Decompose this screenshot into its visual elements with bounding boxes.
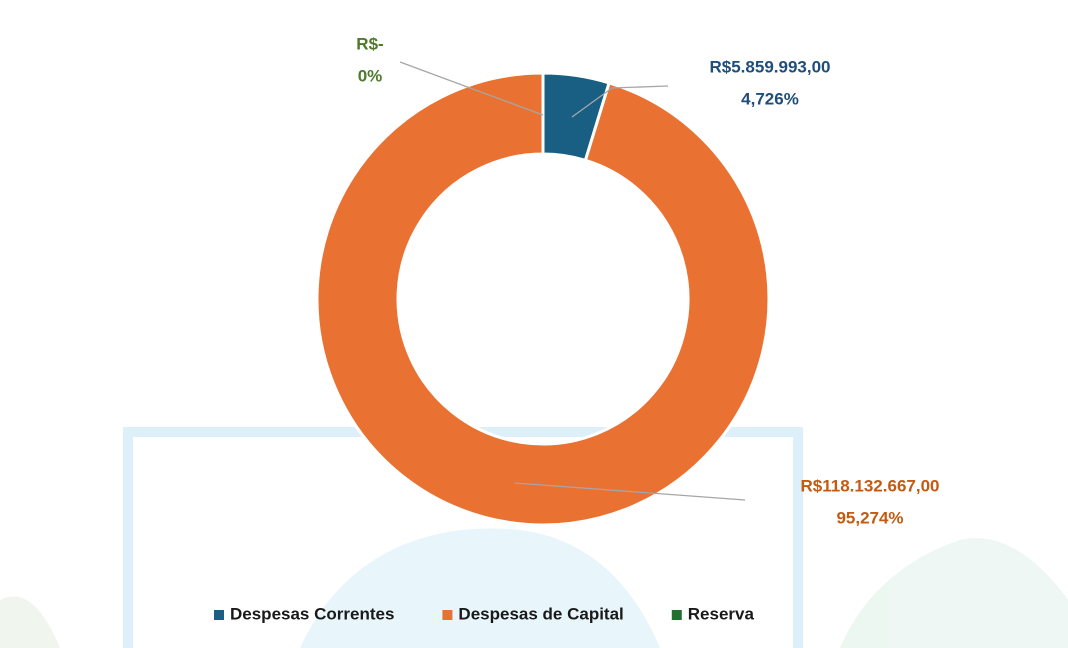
percentage-label: 0% — [358, 66, 383, 85]
legend-marker — [214, 610, 224, 620]
data-label: R$5.859.993,00 — [710, 57, 831, 76]
percentage-label: 95,274% — [836, 508, 903, 527]
legend-label: Despesas Correntes — [230, 604, 394, 623]
legend-label: Despesas de Capital — [458, 604, 623, 623]
legend-marker — [672, 610, 682, 620]
percentage-label: 4,726% — [741, 89, 799, 108]
legend-marker — [442, 610, 452, 620]
data-label: R$- — [356, 34, 383, 53]
chart: R$5.859.993,00 4,726% R$118.132.667,00 95,2… — [0, 0, 1068, 648]
data-label: R$118.132.667,00 — [801, 476, 940, 495]
legend-label: Reserva — [688, 604, 755, 623]
